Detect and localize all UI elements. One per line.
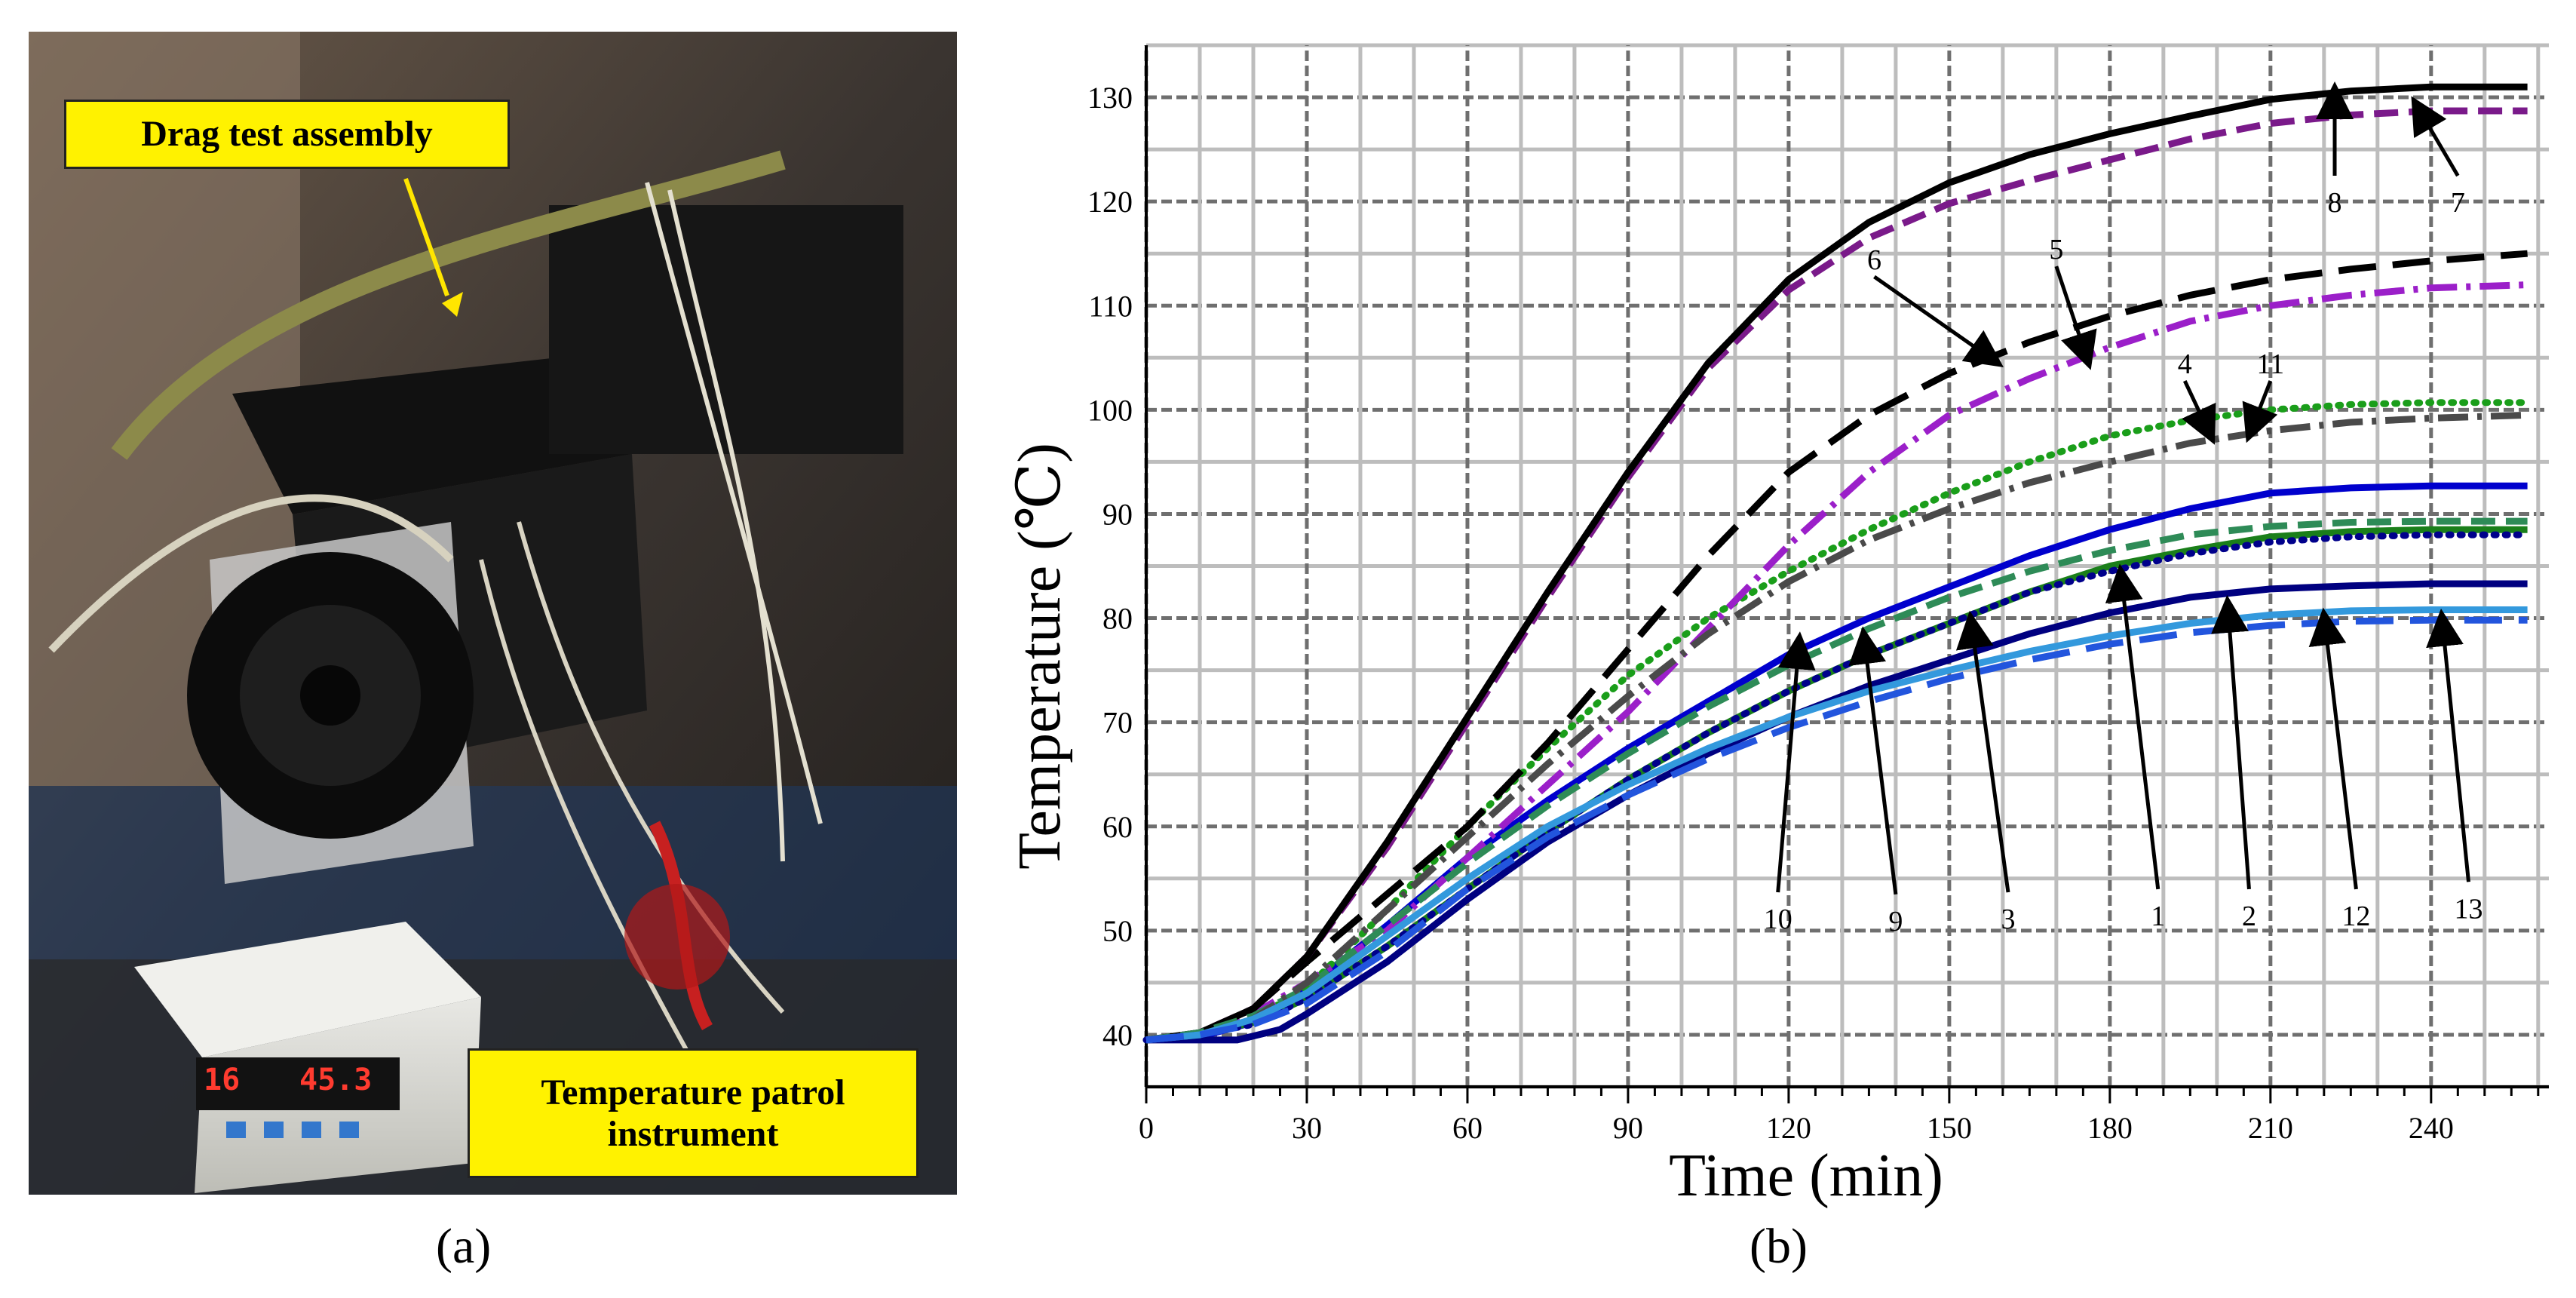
y-tick-label: 130 [1087,81,1133,115]
panel-b-label: (b) [1750,1219,1808,1274]
annotation-arrow-2 [2211,594,2251,890]
annotation-label-9: 9 [1888,906,1903,937]
annotation-arrow-9 [1848,626,1898,895]
annotation-arrow-13 [2426,608,2470,882]
annotation-arrow-11 [2242,380,2278,443]
x-tick-label: 120 [1766,1111,1811,1145]
annotation-label-10: 10 [1764,904,1792,935]
series-line-6 [1145,250,2528,1044]
annotation-arrow-4 [2182,379,2216,445]
y-tick-label: 70 [1102,706,1133,740]
y-tick-label: 80 [1102,602,1133,636]
annotation-label-13: 13 [2455,893,2483,925]
annotation-label-8: 8 [2328,187,2342,219]
photo-illustration [29,32,957,1195]
annotation-label-3: 3 [2001,904,2015,935]
annotation-label-6: 6 [1867,244,1881,276]
annotation-label-5: 5 [2049,234,2063,265]
y-tick-label: 40 [1102,1018,1133,1052]
x-tick-label: 0 [1139,1111,1154,1145]
annotation-arrow-5 [2054,265,2097,370]
series-line-8 [1145,83,2528,1044]
x-tick-label: 60 [1452,1111,1483,1145]
temperature-chart: 0 30 60 90 120 150 180 210 240405060708090100110… [1007,43,2549,1209]
series-line-10 [1145,411,2528,1044]
x-tick-label: 180 [2087,1111,2133,1145]
annotation-arrow-10 [1776,631,1816,893]
y-tick-label: 90 [1102,497,1133,531]
x-tick-label: 30 [1292,1111,1322,1145]
meter-channel-readout: 16 [204,1063,241,1097]
series-line-7 [1145,107,2528,1044]
annotation-label-11: 11 [2257,348,2285,380]
x-axis-label: Time (min) [1669,1143,1943,1209]
x-tick-label: 90 [1613,1111,1643,1145]
y-tick-label: 60 [1102,810,1133,844]
temperature-instrument-callout: Temperature patrol instrument [468,1048,918,1178]
y-tick-label: 50 [1102,914,1133,948]
series-line-13 [1145,616,2528,1044]
annotation-label-1: 1 [2151,901,2165,932]
y-tick-label: 120 [1087,185,1133,219]
x-tick-label: 240 [2409,1111,2454,1145]
series-line-11 [1142,531,2532,1044]
annotation-arrow-3 [1955,610,2010,893]
annotation-label-12: 12 [2341,901,2370,932]
x-tick-label: 150 [1927,1111,1972,1145]
panel-a-label: (a) [436,1219,492,1274]
annotation-arrow-1 [2105,563,2160,890]
series-line-12 [1145,606,2528,1044]
annotation-label-7: 7 [2451,187,2465,219]
chart-series [1142,83,2532,1044]
x-tick-label: 210 [2248,1111,2293,1145]
test-rig-photo: 16 45.3 Drag test assembly Temperature p… [29,32,957,1195]
annotation-label-2: 2 [2242,901,2256,932]
y-tick-label: 100 [1087,393,1133,427]
annotation-arrow-7 [2411,96,2460,177]
y-tick-label: 110 [1088,289,1133,323]
chart-axes: 0 30 60 90 120 150 180 210 240405060708090100110… [1087,45,2549,1145]
annotation-label-4: 4 [2178,348,2192,380]
annotation-arrow-6 [1873,275,2004,367]
y-axis-label: Temperature (℃) [1007,443,1073,870]
drag-test-assembly-callout: Drag test assembly [64,100,510,169]
annotation-arrow-12 [2308,607,2358,890]
meter-value-readout: 45.3 [299,1063,373,1097]
